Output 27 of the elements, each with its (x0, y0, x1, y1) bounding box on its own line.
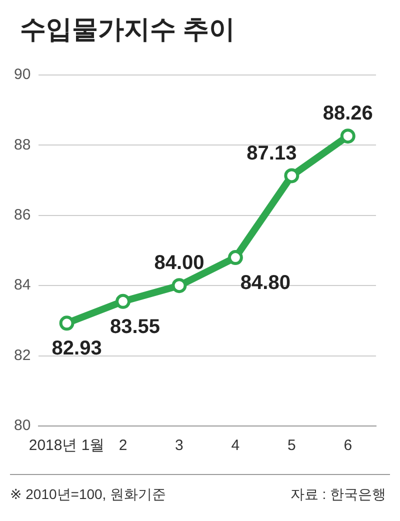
text: 자료 : 한국은행 (290, 486, 386, 504)
y-tick-label: 86 (14, 206, 31, 224)
x-tick-label: 2 (118, 437, 128, 454)
y-tick-label: 82 (14, 346, 31, 364)
x-tick-label: 3 (175, 437, 184, 454)
data-label: 87.13 (246, 142, 297, 164)
x-tick-label: 2018년 1월 (28, 437, 105, 454)
data-label: 84.80 (240, 272, 290, 294)
data-label: 82.93 (52, 338, 102, 360)
data-label: 83.55 (110, 316, 160, 338)
text: ※ 2010년=100, 원화기준 (10, 486, 166, 504)
x-tick-label: 5 (288, 437, 296, 454)
x-tick-label: 4 (231, 437, 240, 454)
point (228, 250, 243, 266)
y-tick-label: 88 (14, 136, 31, 154)
data-label: 88.26 (322, 102, 373, 125)
point (340, 128, 356, 144)
point (172, 278, 187, 294)
point (284, 168, 300, 184)
y-tick-label: 80 (14, 417, 31, 434)
x-tick-label: 6 (344, 437, 352, 454)
y-tick-label: 90 (14, 66, 31, 84)
chart-title: 수입물가지수 추이 (20, 13, 236, 46)
point (59, 316, 74, 331)
point (116, 294, 131, 309)
y-tick-label: 84 (14, 276, 31, 294)
data-label: 84.00 (154, 252, 204, 274)
